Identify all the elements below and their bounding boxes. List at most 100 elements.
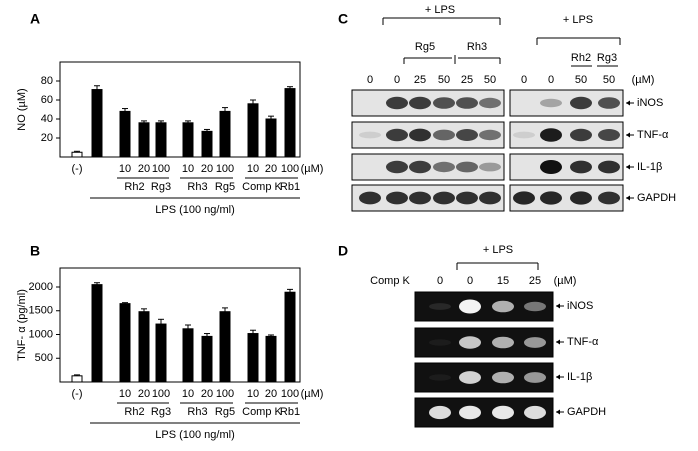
band [524, 372, 546, 383]
lane-label: 50 [575, 74, 587, 86]
lane-label: 0 [467, 275, 473, 287]
y-axis-label: TNF- α (pg/ml) [16, 289, 28, 361]
y-tick-label: 40 [41, 113, 53, 125]
blot [509, 153, 624, 181]
band [456, 191, 478, 205]
band [409, 191, 431, 205]
band [409, 96, 431, 110]
bar [265, 118, 277, 158]
lane-label: 50 [603, 74, 615, 86]
group-label: Rh3 [187, 181, 207, 193]
bar [138, 311, 150, 383]
lane-label: 25 [461, 74, 473, 86]
bar [219, 110, 231, 158]
band [598, 160, 620, 174]
lane-label: 25 [529, 275, 541, 287]
x-tick-label: 20 [138, 388, 150, 400]
x-tick-label: (-) [72, 163, 83, 175]
panel-label: A [30, 11, 40, 27]
group-label: Rg5 [215, 181, 235, 193]
band [598, 129, 620, 141]
band [598, 97, 620, 109]
band-label: GAPDH [637, 192, 676, 204]
bar [91, 89, 103, 158]
x-tick-label: 100 [152, 163, 170, 175]
band [459, 371, 481, 384]
band [479, 129, 501, 141]
band-label: GAPDH [567, 406, 606, 418]
band [598, 191, 620, 205]
x-tick-label: 100 [281, 388, 299, 400]
group-label: Rg3 [151, 181, 171, 193]
band [433, 161, 455, 173]
bar [265, 335, 277, 383]
band [409, 128, 431, 142]
band [540, 160, 562, 174]
bar [138, 122, 150, 158]
group-label: Rg5 [215, 406, 235, 418]
group-label: Rg3 [151, 406, 171, 418]
y-tick-label: 500 [35, 352, 53, 364]
band [433, 129, 455, 141]
x-tick-label: 100 [216, 388, 234, 400]
x-tick-label: 100 [216, 163, 234, 175]
bar [155, 323, 167, 383]
x-axis-label: LPS (100 ng/ml) [155, 204, 234, 216]
x-tick-label: 10 [182, 388, 194, 400]
band [459, 405, 481, 420]
band [459, 299, 481, 314]
bar [201, 335, 213, 383]
group-label: Rb1 [280, 406, 300, 418]
lps-label: + LPS [425, 4, 455, 16]
group-label: Rh3 [187, 406, 207, 418]
x-axis-label: LPS (100 ng/ml) [155, 429, 234, 441]
band [386, 96, 408, 110]
x-tick-label: 10 [119, 388, 131, 400]
band-label: TNF-α [637, 129, 669, 141]
treatment-label: Rh3 [467, 41, 487, 53]
band-label: iNOS [567, 300, 593, 312]
band [479, 97, 501, 109]
band [492, 405, 514, 420]
band [429, 374, 451, 381]
band [359, 131, 381, 139]
x-tick-label: 10 [119, 163, 131, 175]
lane-label: 50 [484, 74, 496, 86]
treatment-label: Rg3 [597, 52, 617, 64]
band [386, 128, 408, 142]
bar [284, 291, 296, 383]
band [570, 96, 592, 110]
lane-label: 0 [521, 74, 527, 86]
y-tick-label: 2000 [29, 281, 53, 293]
unit-label: (µM) [301, 163, 324, 175]
y-tick-label: 80 [41, 75, 53, 87]
band [456, 161, 478, 173]
group-label: Comp K [242, 406, 282, 418]
band [513, 131, 535, 139]
band [570, 128, 592, 142]
plot-frame [59, 61, 301, 158]
band [492, 371, 514, 384]
band [524, 337, 546, 348]
bar [119, 110, 131, 158]
arrow-head [626, 100, 630, 106]
arrow-head [556, 374, 560, 380]
bar [219, 311, 231, 383]
group-label: Comp K [242, 181, 282, 193]
band [409, 160, 431, 174]
x-tick-label: 10 [247, 388, 259, 400]
band [524, 405, 546, 420]
x-tick-label: (-) [72, 388, 83, 400]
band [540, 128, 562, 142]
x-tick-label: 20 [265, 163, 277, 175]
bar [91, 284, 103, 383]
bar [182, 122, 194, 158]
lane-label: 0 [394, 74, 400, 86]
y-tick-label: 60 [41, 94, 53, 106]
band-label: IL-1β [567, 371, 592, 383]
x-tick-label: 20 [265, 388, 277, 400]
x-tick-label: 10 [247, 163, 259, 175]
band [540, 191, 562, 205]
band [359, 191, 381, 205]
